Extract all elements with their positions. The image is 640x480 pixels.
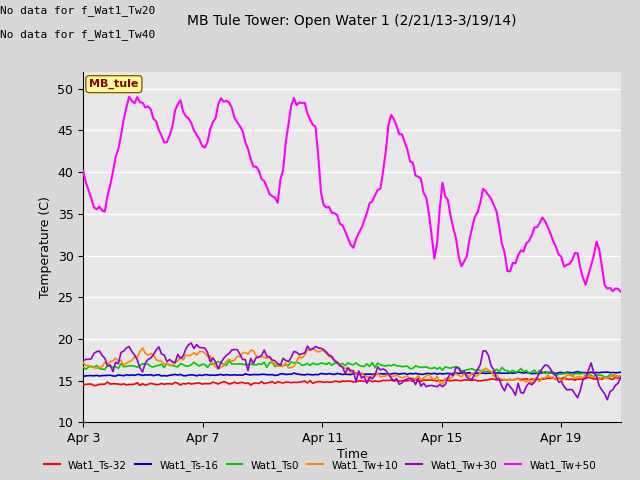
- Text: MB_tule: MB_tule: [89, 79, 138, 89]
- Y-axis label: Temperature (C): Temperature (C): [39, 196, 52, 298]
- X-axis label: Time: Time: [337, 448, 367, 461]
- Legend: Wat1_Ts-32, Wat1_Ts-16, Wat1_Ts0, Wat1_Tw+10, Wat1_Tw+30, Wat1_Tw+50: Wat1_Ts-32, Wat1_Ts-16, Wat1_Ts0, Wat1_T…: [40, 456, 600, 475]
- Text: MB Tule Tower: Open Water 1 (2/21/13-3/19/14): MB Tule Tower: Open Water 1 (2/21/13-3/1…: [188, 14, 516, 28]
- Text: No data for f_Wat1_Tw20: No data for f_Wat1_Tw20: [0, 5, 156, 16]
- Text: No data for f_Wat1_Tw40: No data for f_Wat1_Tw40: [0, 29, 156, 40]
